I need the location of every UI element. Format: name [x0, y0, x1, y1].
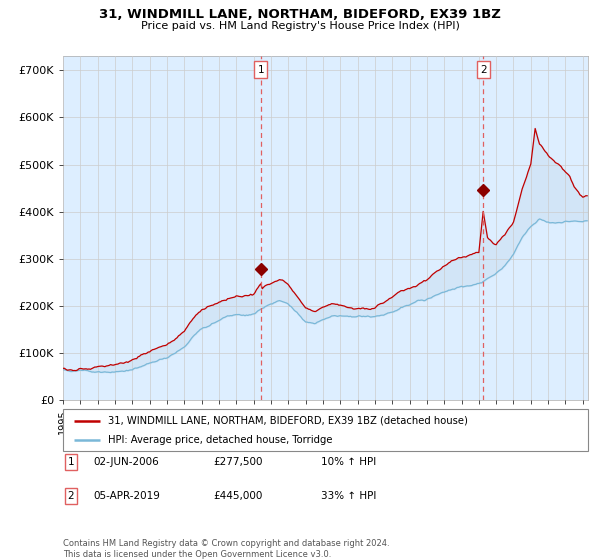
- Text: Contains HM Land Registry data © Crown copyright and database right 2024.
This d: Contains HM Land Registry data © Crown c…: [63, 539, 389, 559]
- Text: 31, WINDMILL LANE, NORTHAM, BIDEFORD, EX39 1BZ (detached house): 31, WINDMILL LANE, NORTHAM, BIDEFORD, EX…: [107, 416, 467, 426]
- Text: £277,500: £277,500: [213, 457, 263, 467]
- Text: £445,000: £445,000: [213, 491, 262, 501]
- Text: HPI: Average price, detached house, Torridge: HPI: Average price, detached house, Torr…: [107, 435, 332, 445]
- Text: 10% ↑ HPI: 10% ↑ HPI: [321, 457, 376, 467]
- Text: 1: 1: [257, 64, 264, 74]
- Text: 05-APR-2019: 05-APR-2019: [93, 491, 160, 501]
- Text: 33% ↑ HPI: 33% ↑ HPI: [321, 491, 376, 501]
- Text: Price paid vs. HM Land Registry's House Price Index (HPI): Price paid vs. HM Land Registry's House …: [140, 21, 460, 31]
- Text: 1: 1: [67, 457, 74, 467]
- Text: 31, WINDMILL LANE, NORTHAM, BIDEFORD, EX39 1BZ: 31, WINDMILL LANE, NORTHAM, BIDEFORD, EX…: [99, 8, 501, 21]
- Text: 2: 2: [67, 491, 74, 501]
- Text: 2: 2: [480, 64, 487, 74]
- Text: 02-JUN-2006: 02-JUN-2006: [93, 457, 159, 467]
